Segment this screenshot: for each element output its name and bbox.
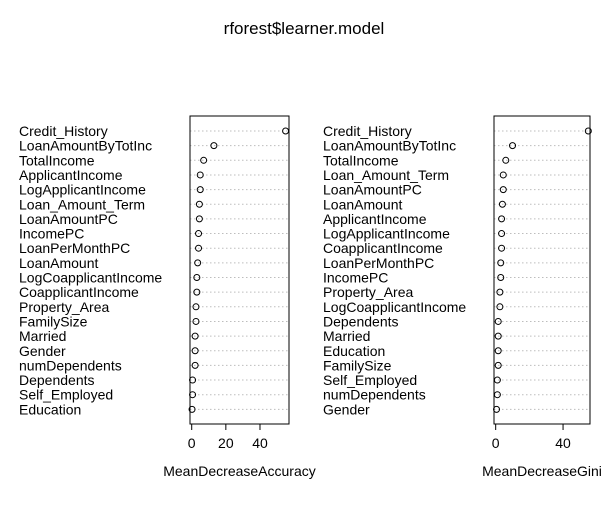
category-label: TotalIncome [19, 152, 95, 168]
category-label: numDependents [323, 387, 426, 403]
plot-frame [189, 115, 290, 425]
data-point [195, 215, 203, 223]
data-point [192, 303, 200, 311]
category-label: LoanAmountPC [19, 211, 118, 227]
data-point [494, 332, 502, 340]
data-point [498, 244, 506, 252]
data-point [194, 259, 202, 267]
category-label: IncomePC [323, 270, 388, 286]
category-label: FamilySize [323, 357, 392, 373]
category-label: ApplicantIncome [323, 211, 427, 227]
category-label: TotalIncome [323, 152, 399, 168]
data-point [210, 142, 218, 150]
category-label: Property_Area [19, 299, 109, 315]
data-point [188, 405, 196, 413]
category-label: Dependents [323, 313, 399, 329]
category-label: LoanAmountPC [323, 182, 422, 198]
panel-mean-decrease-accuracy: Credit_HistoryLoanAmountByTotIncTotalInc… [19, 115, 316, 479]
category-label: FamilySize [19, 313, 88, 329]
category-label: Property_Area [323, 284, 413, 300]
x-tick-label: 0 [188, 435, 196, 451]
data-point [498, 230, 506, 238]
data-point [497, 274, 505, 281]
category-label: Education [19, 401, 81, 417]
data-point [192, 317, 200, 325]
x-axis-label: MeanDecreaseAccuracy [163, 463, 316, 479]
data-point [195, 244, 203, 252]
category-label: Education [323, 343, 385, 359]
data-point [498, 200, 506, 208]
data-point [195, 200, 203, 208]
data-point [200, 156, 208, 164]
data-point [494, 347, 502, 355]
data-point [191, 347, 199, 355]
category-label: LoanAmount [19, 255, 99, 271]
data-point [196, 186, 204, 194]
data-point [195, 230, 203, 238]
x-axis-label: MeanDecreaseGini [482, 463, 602, 479]
x-tick-label: 0 [492, 435, 500, 451]
category-label: LogCoapplicantIncome [323, 299, 466, 315]
data-point [191, 332, 199, 340]
data-point [193, 288, 201, 296]
category-label: LoanAmountByTotInc [19, 138, 152, 154]
category-label: Loan_Amount_Term [19, 196, 145, 212]
data-point [494, 361, 502, 369]
data-point [502, 156, 510, 164]
category-label: LoanAmountByTotInc [323, 138, 456, 154]
data-point [499, 186, 507, 194]
x-tick-label: 40 [252, 435, 268, 451]
data-point [496, 288, 504, 296]
category-label: Credit_History [323, 123, 412, 139]
category-label: Gender [323, 401, 370, 417]
data-point [499, 171, 507, 179]
category-label: Self_Employed [323, 372, 417, 388]
category-label: IncomePC [19, 226, 84, 242]
category-label: CoapplicantIncome [19, 284, 139, 300]
category-label: LoanPerMonthPC [19, 240, 130, 256]
data-point [509, 142, 517, 150]
category-label: Married [323, 328, 370, 344]
data-point [494, 317, 502, 325]
category-label: Loan_Amount_Term [323, 167, 449, 183]
data-point [496, 303, 504, 311]
category-label: LogApplicantIncome [19, 182, 146, 198]
panel-mean-decrease-gini: Credit_HistoryLoanAmountByTotIncTotalInc… [323, 115, 602, 479]
data-point [191, 361, 199, 369]
data-point [498, 215, 506, 223]
category-label: LogCoapplicantIncome [19, 270, 162, 286]
data-point [193, 274, 201, 281]
category-label: Married [19, 328, 66, 344]
x-tick-label: 20 [218, 435, 234, 451]
category-label: numDependents [19, 357, 122, 373]
category-label: ApplicantIncome [19, 167, 123, 183]
data-point [196, 171, 204, 179]
category-label: Gender [19, 343, 66, 359]
category-label: LogApplicantIncome [323, 226, 450, 242]
chart-title: rforest$learner.model [224, 19, 385, 38]
category-label: Self_Employed [19, 387, 113, 403]
data-point [497, 259, 505, 267]
category-label: Credit_History [19, 123, 108, 139]
data-point [584, 127, 592, 135]
category-label: CoapplicantIncome [323, 240, 443, 256]
category-label: LoanAmount [323, 196, 403, 212]
category-label: LoanPerMonthPC [323, 255, 434, 271]
x-tick-label: 40 [555, 435, 571, 451]
category-label: Dependents [19, 372, 95, 388]
